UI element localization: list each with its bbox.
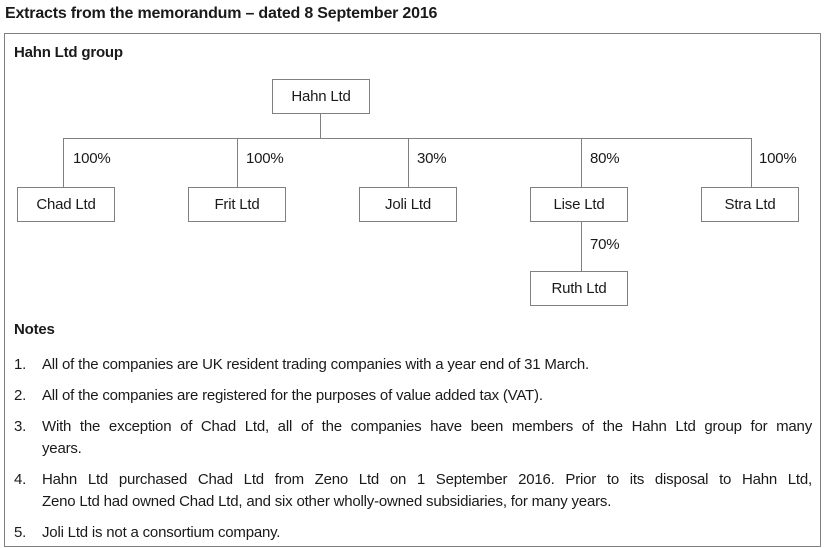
connector-stub-stra <box>751 138 752 187</box>
node-chad-ltd: Chad Ltd <box>17 187 115 222</box>
note-item: 3. With the exception of Chad Ltd, all of… <box>14 416 812 460</box>
connector-stub-joli <box>408 138 409 187</box>
group-structure-box <box>4 33 821 547</box>
note-item: 2. All of the companies are registered fo… <box>14 385 812 407</box>
note-number: 5. <box>14 524 27 541</box>
node-stra-ltd: Stra Ltd <box>701 187 799 222</box>
page-title: Extracts from the memorandum – dated 8 S… <box>5 5 438 22</box>
note-text: With the exception of Chad Ltd, all of t… <box>42 416 812 460</box>
note-line: With the exception of Chad Ltd, all of t… <box>42 418 812 435</box>
note-number: 2. <box>14 387 27 404</box>
node-frit-ltd: Frit Ltd <box>188 187 286 222</box>
group-heading: Hahn Ltd group <box>14 44 123 61</box>
connector-hahn-down <box>320 114 321 138</box>
notes-list: 1. All of the companies are UK resident t… <box>14 354 812 544</box>
node-lise-ltd: Lise Ltd <box>530 187 628 222</box>
node-hahn-ltd: Hahn Ltd <box>272 79 370 114</box>
ownership-label-frit: 100% <box>246 150 284 167</box>
connector-stub-chad <box>63 138 64 187</box>
note-item: 4. Hahn Ltd purchased Chad Ltd from Zeno … <box>14 469 812 513</box>
ownership-label-lise: 80% <box>590 150 620 167</box>
connector-lise-ruth <box>581 222 582 271</box>
note-number: 1. <box>14 356 27 373</box>
note-line: Zeno Ltd had owned Chad Ltd, and six oth… <box>42 493 612 510</box>
ownership-label-stra: 100% <box>759 150 797 167</box>
connector-horizontal <box>63 138 752 139</box>
note-line: All of the companies are UK resident tra… <box>42 356 590 373</box>
notes-heading: Notes <box>14 321 55 338</box>
notes-section: Notes 1. All of the companies are UK resi… <box>14 321 812 548</box>
connector-stub-frit <box>237 138 238 187</box>
note-text: All of the companies are registered for … <box>42 385 812 407</box>
node-joli-ltd: Joli Ltd <box>359 187 457 222</box>
note-text: Hahn Ltd purchased Chad Ltd from Zeno Lt… <box>42 469 812 513</box>
note-item: 5. Joli Ltd is not a consortium company. <box>14 522 812 544</box>
note-text: Joli Ltd is not a consortium company. <box>42 522 812 544</box>
note-line: years. <box>42 440 82 457</box>
connector-stub-lise <box>581 138 582 187</box>
node-ruth-ltd: Ruth Ltd <box>530 271 628 306</box>
ownership-label-joli: 30% <box>417 150 447 167</box>
note-number: 3. <box>14 418 27 435</box>
note-number: 4. <box>14 471 27 488</box>
ownership-label-ruth: 70% <box>590 236 620 253</box>
note-line: All of the companies are registered for … <box>42 387 543 404</box>
note-text: All of the companies are UK resident tra… <box>42 354 812 376</box>
ownership-label-chad: 100% <box>73 150 111 167</box>
note-line: Joli Ltd is not a consortium company. <box>42 524 281 541</box>
note-item: 1. All of the companies are UK resident t… <box>14 354 812 376</box>
note-line: Hahn Ltd purchased Chad Ltd from Zeno Lt… <box>42 471 812 488</box>
